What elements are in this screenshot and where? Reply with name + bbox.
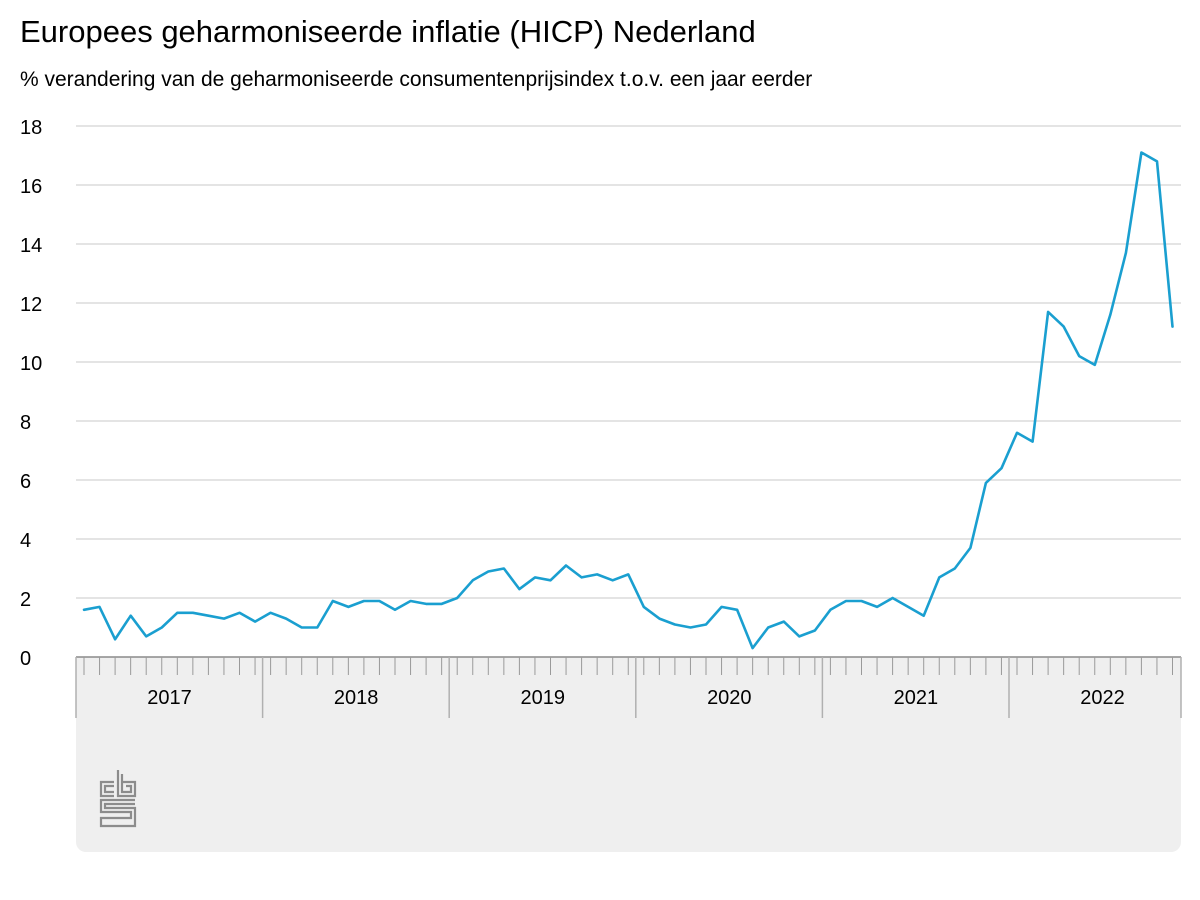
chart-subtitle: % verandering van de geharmoniseerde con… <box>20 68 813 91</box>
series-line <box>82 151 1174 650</box>
x-tick-label: 2017 <box>147 687 192 709</box>
y-tick-label: 0 <box>20 648 31 670</box>
y-tick-label: 10 <box>20 353 42 375</box>
cbs-logo-icon <box>99 770 137 828</box>
x-tick-label: 2019 <box>520 687 565 709</box>
x-tick-label: 2020 <box>707 687 752 709</box>
y-tick-label: 14 <box>20 235 42 257</box>
y-tick-label: 6 <box>20 471 31 493</box>
x-tick-label: 2021 <box>894 687 939 709</box>
y-tick-label: 4 <box>20 530 31 552</box>
x-axis-panel <box>76 657 1181 852</box>
x-tick-label: 2018 <box>334 687 379 709</box>
y-tick-label: 16 <box>20 176 42 198</box>
y-tick-label: 2 <box>20 589 31 611</box>
y-tick-label: 18 <box>20 117 42 139</box>
y-tick-label: 12 <box>20 294 42 316</box>
y-tick-label: 8 <box>20 412 31 434</box>
chart-title: Europees geharmoniseerde inflatie (HICP)… <box>20 14 756 49</box>
x-tick-label: 2022 <box>1080 687 1125 709</box>
